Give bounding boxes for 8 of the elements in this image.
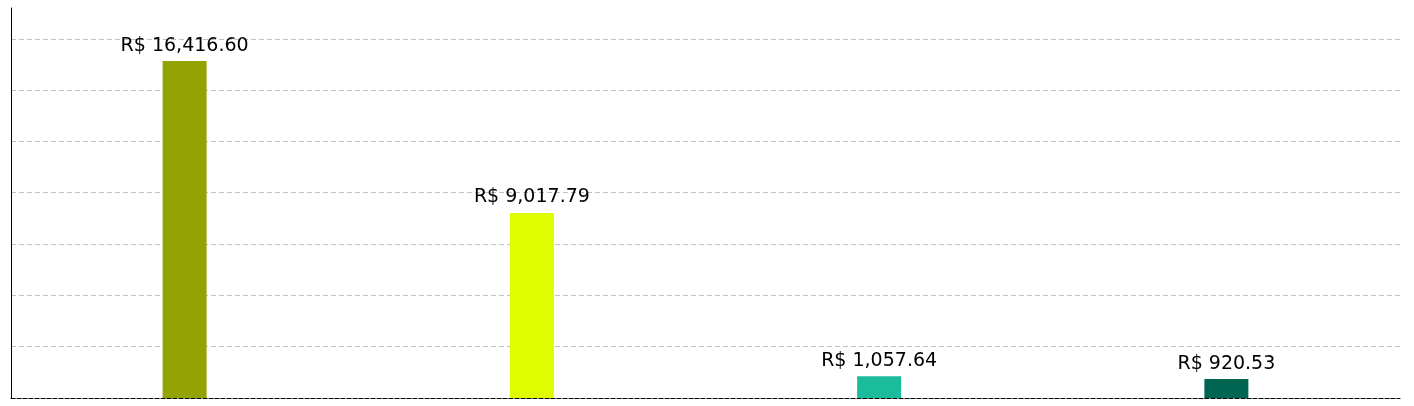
data-label: R$ 1,057.64 [821,347,938,370]
bar [162,61,207,398]
bar [857,376,902,398]
bar [509,212,554,398]
data-label: R$ 16,416.60 [120,32,249,55]
data-label: R$ 920.53 [1177,350,1276,373]
bar [1204,379,1249,398]
data-label: R$ 9,017.79 [473,184,590,207]
